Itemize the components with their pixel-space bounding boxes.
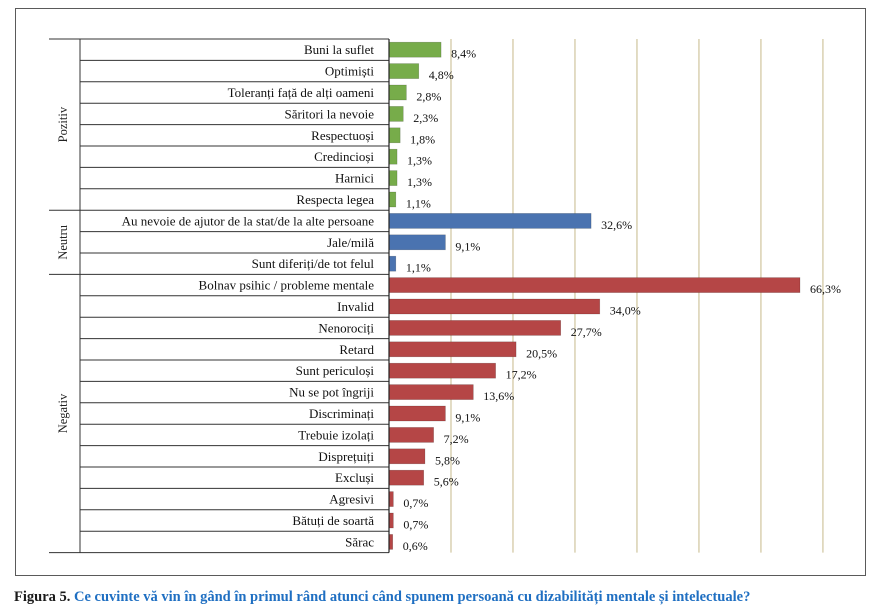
bar xyxy=(388,405,446,422)
caption-text: Ce cuvinte vă vin în gând în primul rând… xyxy=(74,589,751,605)
data-label: 2,8% xyxy=(416,90,441,104)
caption-label: Figura 5. xyxy=(14,589,71,605)
data-label: 66,3% xyxy=(810,282,841,296)
data-label: 20,5% xyxy=(526,346,557,360)
bar xyxy=(388,41,442,58)
category-label: Optimiști xyxy=(325,64,375,79)
bar xyxy=(388,84,407,101)
category-label: Jale/milă xyxy=(327,235,374,250)
data-label: 0,7% xyxy=(403,518,428,532)
category-label: Sărac xyxy=(345,534,374,549)
bar xyxy=(388,320,562,336)
bar xyxy=(388,469,425,486)
bar xyxy=(388,491,394,507)
data-label: 1,1% xyxy=(406,197,431,211)
category-label: Respectuoși xyxy=(311,128,374,143)
category-label: Respecta legea xyxy=(296,192,374,207)
category-label: Credincioși xyxy=(314,149,374,164)
data-label: 8,4% xyxy=(451,47,476,61)
group-negativ: Negativ Bolnav psihic / probleme mentale 6… xyxy=(49,273,841,553)
data-label: 5,8% xyxy=(435,453,460,467)
data-label: 34,0% xyxy=(610,304,641,318)
chart-frame: Pozitiv Buni la suflet 8,4% Optimiști 4,8% To… xyxy=(15,8,866,576)
bar xyxy=(388,148,398,165)
category-label: Toleranți față de alți oameni xyxy=(228,85,375,100)
bar xyxy=(388,63,420,79)
category-label: Agresivi xyxy=(329,492,374,507)
data-label: 9,1% xyxy=(455,411,480,425)
data-label: 1,8% xyxy=(410,132,435,146)
bar xyxy=(388,213,592,229)
category-label: Nenorociți xyxy=(318,320,374,335)
group-label: Negativ xyxy=(56,393,70,433)
bar xyxy=(388,234,446,251)
group-pozitiv: Pozitiv Buni la suflet 8,4% Optimiști 4,8% To… xyxy=(49,38,476,211)
bar xyxy=(388,191,397,208)
bar xyxy=(388,341,517,358)
data-label: 9,1% xyxy=(455,239,480,253)
bar xyxy=(388,512,394,529)
data-label: 1,3% xyxy=(407,154,432,168)
data-label: 1,3% xyxy=(407,175,432,189)
bar xyxy=(388,170,398,186)
category-label: Bolnav psihic / probleme mentale xyxy=(199,278,375,293)
category-label: Trebuie izolați xyxy=(298,427,374,442)
category-label: Buni la suflet xyxy=(304,42,374,57)
data-label: 0,7% xyxy=(403,496,428,510)
category-label: Disprețuiți xyxy=(318,449,374,464)
category-label: Excluși xyxy=(335,470,374,485)
data-label: 27,7% xyxy=(571,325,602,339)
group-neutru: Neutru Au nevoie de ajutor de la stat/de … xyxy=(49,209,632,275)
category-label: Sunt diferiți/de tot felul xyxy=(252,256,375,271)
bar xyxy=(388,448,426,465)
data-label: 7,2% xyxy=(444,432,469,446)
bar xyxy=(388,255,397,272)
category-label: Harnici xyxy=(335,171,374,186)
bar xyxy=(388,106,404,122)
bar xyxy=(388,362,496,379)
bar-chart: Pozitiv Buni la suflet 8,4% Optimiști 4,8% To… xyxy=(49,38,841,554)
data-label: 13,6% xyxy=(483,389,514,403)
bar xyxy=(388,127,401,144)
data-label: 2,3% xyxy=(413,111,438,125)
group-label: Pozitiv xyxy=(56,106,70,142)
data-label: 5,6% xyxy=(434,475,459,489)
data-label: 32,6% xyxy=(601,218,632,232)
figure-caption: Figura 5. Ce cuvinte vă vin în gând în p… xyxy=(14,589,874,606)
category-label: Nu se pot îngriji xyxy=(289,385,374,400)
group-label: Neutru xyxy=(56,224,70,259)
category-label: Au nevoie de ajutor de la stat/de la alt… xyxy=(122,213,375,228)
data-label: 17,2% xyxy=(506,368,537,382)
data-label: 1,1% xyxy=(406,261,431,275)
category-label: Bătuți de soartă xyxy=(292,513,374,528)
category-label: Sunt periculoși xyxy=(296,363,375,378)
bar xyxy=(388,427,434,443)
category-label: Invalid xyxy=(337,299,374,314)
bar xyxy=(388,277,801,293)
gridlines xyxy=(450,39,824,553)
bar xyxy=(388,298,601,315)
data-label: 0,6% xyxy=(403,539,428,553)
data-label: 4,8% xyxy=(429,68,454,82)
bar xyxy=(388,384,474,400)
category-label: Săritori la nevoie xyxy=(284,106,374,121)
category-label: Discriminați xyxy=(309,406,374,421)
category-label: Retard xyxy=(339,342,374,357)
